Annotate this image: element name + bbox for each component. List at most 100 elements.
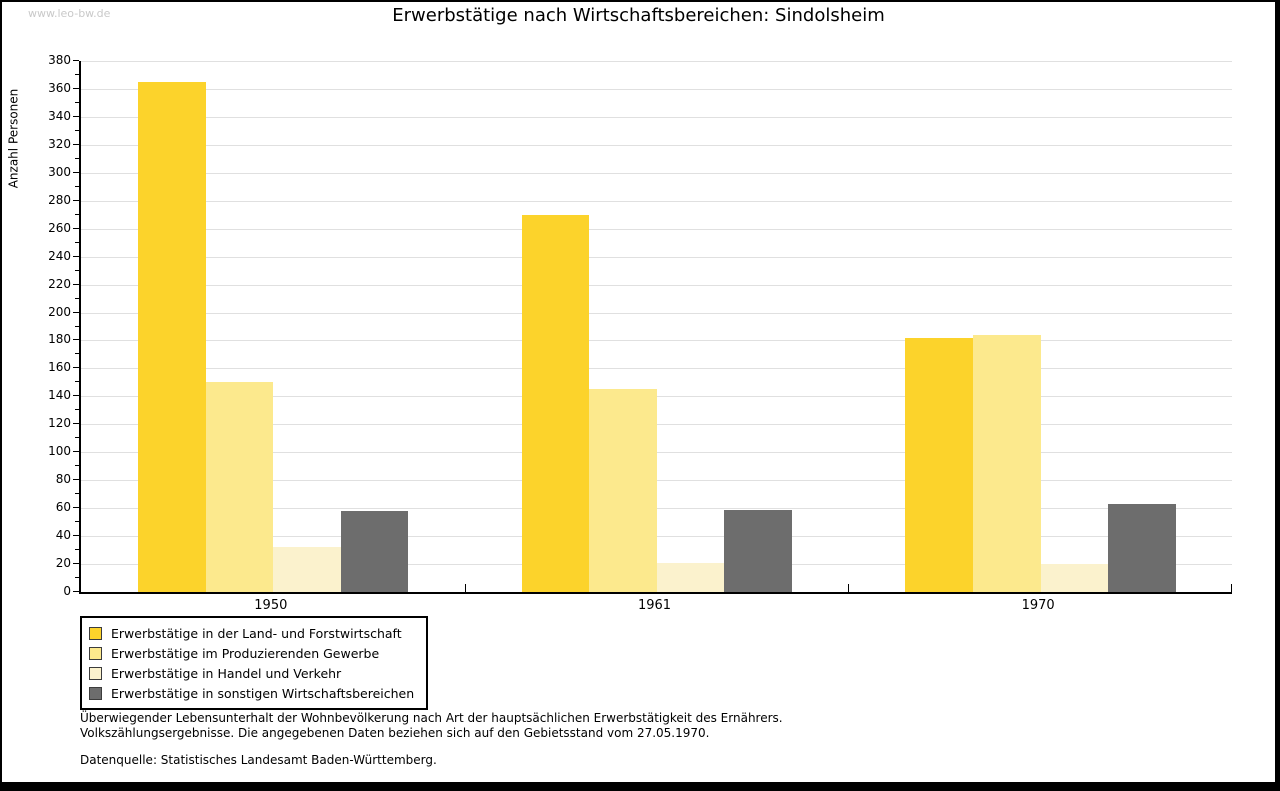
bar-1950-series-2 — [205, 382, 274, 592]
y-axis-minor-tick — [75, 297, 79, 299]
y-axis-minor-tick — [75, 325, 79, 327]
y-axis-minor-tick — [75, 493, 79, 495]
y-axis-minor-tick — [75, 129, 79, 131]
legend-item-1: Erwerbstätige in der Land- und Forstwirt… — [89, 623, 414, 643]
y-axis-tick-label: 320 — [48, 136, 71, 151]
bar-1970-series-3 — [1040, 564, 1109, 592]
plot-area: 0 20 40 60 80 100 120 140 160 180 200 220 240 260 280 3… — [48, 53, 1232, 598]
bar-1950-series-4 — [340, 510, 409, 592]
y-axis-tick-label: 80 — [55, 472, 71, 487]
legend-item-label: Erwerbstätige im Produzierenden Gewerbe — [111, 645, 380, 661]
y-axis-minor-tick — [75, 73, 79, 75]
y-axis-tick-label: 60 — [55, 500, 71, 515]
y-axis-major-tick — [73, 367, 79, 369]
y-axis-major-tick — [73, 143, 79, 145]
gridline — [81, 284, 1232, 286]
y-axis-major-tick — [73, 451, 79, 453]
bar-1970-series-1 — [905, 337, 973, 592]
y-axis-tick-label: 40 — [55, 528, 71, 543]
y-axis-minor-tick — [75, 157, 79, 159]
y-axis-minor-tick — [75, 241, 79, 243]
legend-swatch-icon — [89, 686, 102, 700]
y-axis-minor-tick — [75, 521, 79, 523]
y-axis-tick-label: 280 — [48, 192, 71, 207]
y-axis-major-tick — [73, 115, 79, 117]
gridline — [81, 312, 1232, 314]
gridline — [81, 116, 1232, 118]
gridline — [81, 256, 1232, 258]
y-axis-minor-tick — [75, 185, 79, 187]
y-axis-tick-label: 140 — [48, 388, 71, 403]
legend-item-2: Erwerbstätige im Produzierenden Gewerbe — [89, 643, 414, 663]
y-axis-tick-label: 240 — [48, 248, 71, 263]
y-axis-minor-tick — [75, 577, 79, 579]
y-axis-minor-tick — [75, 409, 79, 411]
x-axis-tick — [1231, 584, 1232, 592]
gridline — [81, 368, 1232, 370]
y-axis-major-tick — [73, 283, 79, 285]
footer-source: Datenquelle: Statistisches Landesamt Bad… — [80, 753, 437, 767]
y-axis-major-tick — [73, 87, 79, 89]
y-axis-major-tick — [73, 535, 79, 537]
gridline — [81, 88, 1232, 90]
y-axis-major-tick — [73, 199, 79, 201]
y-axis-minor-tick — [75, 269, 79, 271]
y-axis-major-tick — [73, 227, 79, 229]
legend-swatch-icon — [89, 646, 102, 660]
gridline — [81, 172, 1232, 174]
x-axis-category-label: 1970 — [1021, 598, 1055, 613]
gridline — [81, 340, 1232, 342]
watermark: www.leo-bw.de — [28, 7, 111, 20]
y-axis-tick-label: 100 — [48, 444, 71, 459]
y-axis-tick-label: 340 — [48, 108, 71, 123]
gridline — [81, 61, 1232, 62]
y-axis-major-tick — [73, 311, 79, 313]
y-axis-major-tick — [73, 479, 79, 481]
legend-item-label: Erwerbstätige in der Land- und Forstwirt… — [111, 625, 402, 641]
gridline — [81, 228, 1232, 230]
y-axis-minor-tick — [75, 465, 79, 467]
y-axis-major-tick — [73, 339, 79, 341]
y-axis-title: Anzahl Personen — [6, 88, 21, 189]
bar-1970-series-4 — [1108, 503, 1176, 592]
bar-1961-series-1 — [521, 214, 590, 592]
x-axis-tick — [848, 584, 850, 592]
y-axis-major-tick — [73, 395, 79, 397]
y-axis-major-tick — [73, 171, 79, 173]
y-axis-major-tick — [73, 507, 79, 509]
y-axis-major-tick — [73, 591, 79, 592]
y-axis-major-tick — [73, 255, 79, 257]
x-axis-category-label: 1961 — [637, 598, 672, 613]
x-axis-tick — [464, 584, 466, 592]
y-axis-major-tick — [73, 60, 79, 61]
bar-1970-series-2 — [972, 334, 1041, 592]
y-axis-minor-tick — [75, 101, 79, 103]
y-axis-major-tick — [73, 563, 79, 565]
y-axis-tick-label: 160 — [48, 360, 71, 375]
footer: Überwiegender Lebensunterhalt der Wohnbe… — [80, 711, 783, 768]
y-axis-minor-tick — [75, 213, 79, 215]
y-axis-tick-label: 0 — [63, 584, 71, 598]
x-axis-category-label: 1950 — [254, 598, 288, 613]
y-axis-minor-tick — [75, 549, 79, 551]
bar-1961-series-2 — [589, 389, 657, 592]
legend-item-label: Erwerbstätige in sonstigen Wirtschaftsbe… — [111, 685, 415, 701]
y-axis-tick-label: 380 — [48, 53, 71, 67]
legend-item-3: Erwerbstätige in Handel und Verkehr — [89, 663, 414, 683]
gridline — [81, 200, 1232, 202]
y-axis-tick-label: 360 — [48, 80, 71, 95]
legend-swatch-icon — [89, 626, 102, 640]
bar-1961-series-3 — [656, 562, 725, 592]
legend-item-label: Erwerbstätige in Handel und Verkehr — [111, 665, 342, 681]
y-axis-major-tick — [73, 423, 79, 425]
bar-1950-series-1 — [138, 81, 206, 592]
y-axis-tick-label: 220 — [48, 276, 71, 291]
y-axis-minor-tick — [75, 437, 79, 439]
legend-item-4: Erwerbstätige in sonstigen Wirtschaftsbe… — [89, 683, 414, 703]
bar-1961-series-4 — [724, 509, 793, 592]
y-axis-minor-tick — [75, 353, 79, 355]
y-axis-tick-label: 300 — [48, 164, 71, 179]
legend-swatch-icon — [89, 666, 102, 680]
y-axis-tick-label: 200 — [48, 304, 71, 319]
